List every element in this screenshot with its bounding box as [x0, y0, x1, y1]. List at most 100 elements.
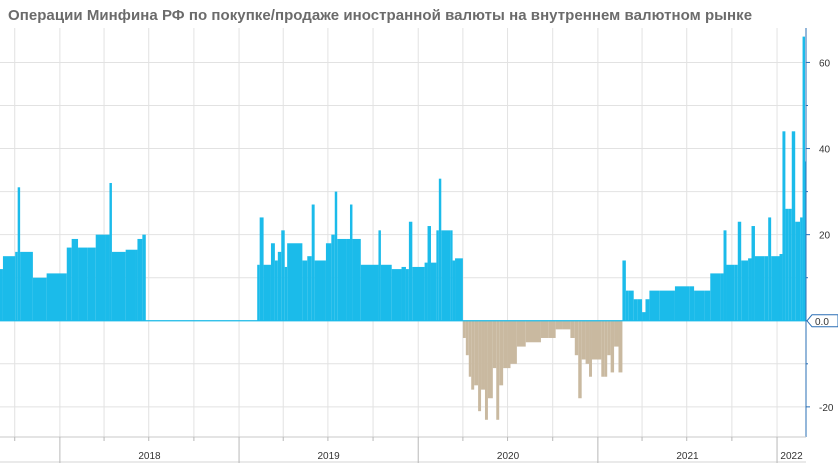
data-bar: [548, 320, 556, 338]
data-bar: [307, 256, 312, 321]
data-bar: [281, 230, 285, 321]
data-bar: [496, 320, 500, 420]
data-bar: [499, 320, 504, 386]
data-bar: [468, 320, 472, 377]
data-bar: [465, 320, 469, 356]
data-bar: [628, 290, 634, 321]
data-bar: [302, 260, 308, 321]
data-bar: [438, 178, 442, 321]
data-bar: [20, 251, 33, 321]
data-bar: [17, 187, 21, 321]
data-bar: [622, 260, 626, 321]
data-bar: [378, 230, 381, 321]
data-bar: [625, 290, 629, 321]
y-axis: -20 20 40 60 0.0: [805, 28, 838, 437]
data-bar: [450, 230, 453, 321]
data-bar: [782, 131, 786, 321]
year-label: 2021: [676, 451, 699, 462]
data-bar: [78, 247, 88, 321]
data-bar: [474, 320, 479, 386]
y-tick-label: 40: [819, 145, 831, 156]
data-bar: [659, 290, 675, 321]
last-value-label: 0.0: [815, 317, 829, 328]
data-bar: [487, 320, 493, 399]
data-bar: [591, 320, 602, 360]
data-bar: [125, 249, 136, 321]
data-bar: [785, 208, 789, 321]
data-bar: [380, 264, 392, 321]
data-bar: [618, 320, 623, 373]
data-bar: [525, 320, 541, 343]
data-bar: [764, 256, 769, 321]
data-bar: [109, 182, 112, 321]
data-bar: [581, 320, 586, 360]
data-bar: [436, 230, 439, 321]
gridlines: [0, 28, 806, 437]
data-bar: [270, 243, 275, 321]
data-bar: [795, 221, 801, 321]
data-bar: [645, 299, 650, 321]
data-bar: [555, 320, 563, 330]
data-bar: [15, 251, 18, 321]
data-bar: [540, 320, 549, 338]
last-value-flag: [806, 314, 838, 328]
data-bar: [726, 264, 735, 321]
data-bar: [314, 260, 323, 321]
data-bar: [462, 320, 466, 338]
data-bar: [322, 260, 326, 321]
year-label: 2020: [497, 451, 520, 462]
data-bar: [478, 320, 482, 412]
data-bar: [71, 238, 79, 321]
data-bar: [391, 269, 402, 321]
y-tick-label: -20: [819, 403, 834, 414]
data-bar: [142, 234, 146, 321]
data-bar: [455, 258, 463, 321]
data-bar: [277, 251, 282, 321]
data-bar: [710, 273, 721, 321]
data-bar: [637, 299, 643, 321]
data-bar: [737, 221, 742, 321]
data-bar: [720, 273, 724, 321]
data-bar: [510, 320, 517, 364]
data-bar: [452, 260, 456, 321]
year-label: 2022: [780, 451, 803, 462]
data-bar: [334, 191, 338, 321]
x-axis: 2018 2019 2020 2021 2022: [0, 436, 806, 463]
data-bar: [105, 234, 110, 321]
data-bar: [2, 256, 16, 321]
data-bar: [274, 260, 278, 321]
data-bar: [111, 251, 126, 321]
data-bar: [585, 320, 590, 364]
data-bar: [360, 264, 377, 321]
data-bar: [503, 320, 508, 369]
data-bar: [401, 266, 406, 321]
data-bar: [484, 320, 488, 420]
data-bar: [259, 217, 264, 321]
data-bar: [751, 226, 755, 321]
data-bar: [689, 286, 695, 321]
data-bar: [768, 217, 772, 321]
data-bar: [0, 269, 3, 321]
data-bar: [325, 243, 332, 321]
data-bar: [723, 230, 727, 321]
data-bar: [66, 247, 72, 321]
data-bar: [95, 234, 106, 321]
data-bar: [492, 320, 497, 369]
data-bar: [352, 238, 361, 321]
data-bar: [405, 269, 409, 321]
data-bar: [87, 247, 96, 321]
data-bar: [791, 131, 796, 321]
data-bar: [331, 234, 335, 321]
data-bar: [427, 226, 431, 321]
data-bar: [771, 256, 780, 321]
data-bar: [754, 256, 765, 321]
data-bar: [589, 320, 592, 377]
data-bar: [471, 320, 475, 390]
data-bar: [424, 262, 428, 321]
data-bar: [137, 238, 143, 321]
data-bar: [704, 290, 711, 321]
data-bar: [441, 230, 451, 321]
data-bar: [604, 320, 608, 377]
data-bar: [376, 264, 379, 321]
